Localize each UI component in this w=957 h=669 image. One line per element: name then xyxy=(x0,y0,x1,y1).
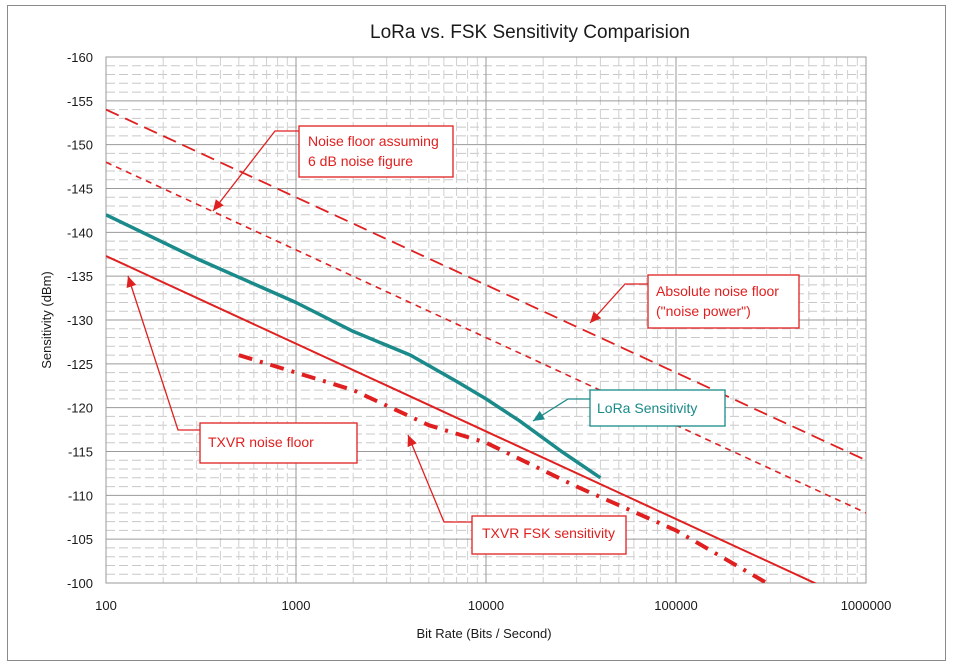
annotation-arrowhead xyxy=(590,311,602,323)
annotation-leader-txvr-label xyxy=(127,275,200,431)
x-tick-label: 1000000 xyxy=(841,598,892,613)
y-tick-label: -140 xyxy=(67,225,93,240)
x-tick-label: 1000 xyxy=(282,598,311,613)
y-tick-label: -155 xyxy=(67,94,93,109)
annotation-text-fsk-label: TXVR FSK sensitivity xyxy=(482,525,615,541)
annotation-arrowhead xyxy=(213,199,224,211)
annotation-box-absolute-label xyxy=(647,274,800,329)
y-tick-label: -160 xyxy=(67,50,93,65)
y-tick-label: -135 xyxy=(67,269,93,284)
y-tick-label: -130 xyxy=(67,313,93,328)
annotation-leader-absolute-label xyxy=(589,283,648,324)
annotation-leader-fsk-label xyxy=(407,434,472,523)
grid xyxy=(105,56,867,584)
annotation-box-fsk-label xyxy=(471,515,627,555)
series-line-lora-sensitivity xyxy=(106,213,602,480)
y-tick-label: -105 xyxy=(67,532,93,547)
annotation-arrowhead xyxy=(407,435,417,448)
y-tick-label: -145 xyxy=(67,182,93,197)
series-line-txvr-fsk-sensitivity xyxy=(238,353,768,583)
y-tick-label: -110 xyxy=(68,488,93,503)
annotation-arrowhead xyxy=(126,276,137,288)
annotation-text-absolute-label: Absolute noise floor xyxy=(656,283,779,299)
annotation-arrowhead xyxy=(533,410,545,421)
y-axis-label: Sensitivity (dBm) xyxy=(39,271,54,369)
annotation-box-noise-floor-label xyxy=(298,125,454,178)
annotation-text-noise-floor-label: 6 dB noise figure xyxy=(308,153,413,169)
x-tick-label: 100 xyxy=(95,598,117,613)
series-line-absolute-noise-floor xyxy=(106,108,866,462)
chart-title: LoRa vs. FSK Sensitivity Comparision xyxy=(370,22,690,43)
series-line-txvr-noise-floor xyxy=(106,255,818,583)
y-tick-label: -115 xyxy=(68,445,93,460)
annotation-box-lora-label xyxy=(589,389,726,427)
x-tick-label: 100000 xyxy=(654,598,697,613)
annotation-text-noise-floor-label: Noise floor assuming xyxy=(308,133,439,149)
annotation-text-lora-label: LoRa Sensitivity xyxy=(597,400,697,416)
tick-labels: 100 1000 10000 100000 1000000 -100 -105 -110 -11… xyxy=(67,50,891,613)
y-tick-label: -120 xyxy=(67,401,93,416)
annotations: Noise floor assuming 6 dB noise figure Abs… xyxy=(126,125,800,555)
series-line-noise-floor-6db xyxy=(106,161,866,514)
annotation-text-txvr-label: TXVR noise floor xyxy=(208,434,314,450)
y-tick-label: -150 xyxy=(67,138,93,153)
annotation-leader-noise-floor-label xyxy=(212,130,299,212)
series-layer xyxy=(106,108,866,583)
x-axis-label: Bit Rate (Bits / Second) xyxy=(416,626,551,641)
y-tick-label: -100 xyxy=(67,576,93,591)
x-tick-label: 10000 xyxy=(468,598,504,613)
annotation-leader-lora-label xyxy=(532,398,590,422)
y-tick-label: -125 xyxy=(67,357,93,372)
annotation-text-absolute-label: ("noise power") xyxy=(656,303,751,319)
annotation-box-txvr-label xyxy=(199,422,358,464)
